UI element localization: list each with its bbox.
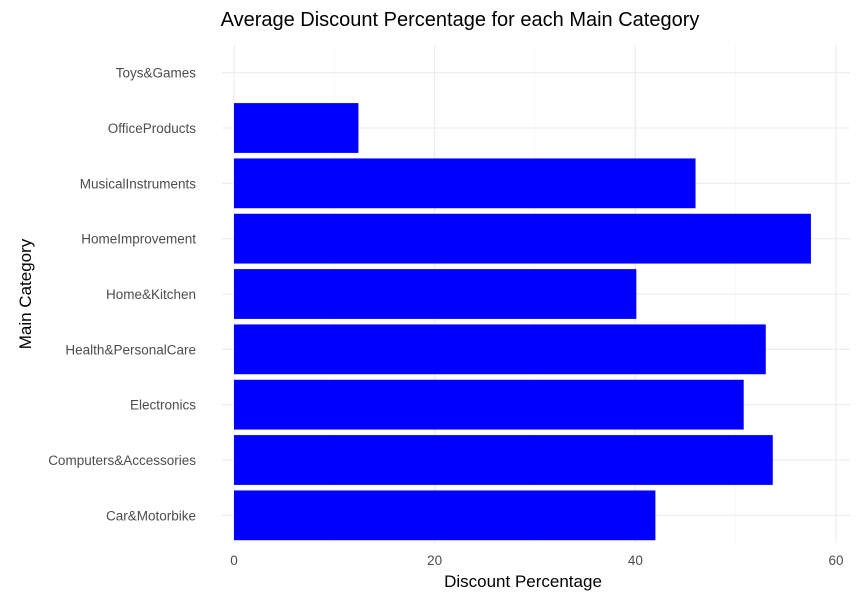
x-tick-label: 40: [628, 553, 643, 568]
bar: [234, 435, 773, 485]
bar: [234, 324, 766, 375]
y-tick-label: Car&Motorbike: [106, 508, 196, 523]
y-tick-label: MusicalInstruments: [80, 176, 197, 191]
y-tick-label: Home&Kitchen: [106, 287, 196, 302]
bar: [234, 379, 744, 430]
y-tick-label: OfficeProducts: [108, 121, 197, 136]
y-tick-label: Toys&Games: [116, 66, 197, 81]
y-axis-title: Main Category: [16, 238, 35, 349]
bar: [234, 490, 656, 541]
y-tick-label: HomeImprovement: [81, 232, 196, 247]
y-tick-label: Computers&Accessories: [48, 453, 196, 468]
x-tick-labels: 0 20 40 60: [230, 553, 843, 568]
y-tick-label: Health&PersonalCare: [65, 342, 196, 357]
y-tick-label: Electronics: [130, 398, 196, 413]
x-tick-label: 60: [828, 553, 843, 568]
chart-title: Average Discount Percentage for each Mai…: [221, 9, 700, 31]
bar: [234, 158, 696, 209]
x-tick-label: 0: [230, 553, 238, 568]
bar: [234, 103, 359, 153]
bars: [234, 103, 811, 541]
x-tick-label: 20: [427, 553, 442, 568]
y-tick-labels: Car&Motorbike Computers&Accessories Electr…: [48, 66, 196, 524]
x-axis-title: Discount Percentage: [444, 572, 602, 591]
bar: [234, 213, 811, 264]
bar: [234, 269, 637, 319]
